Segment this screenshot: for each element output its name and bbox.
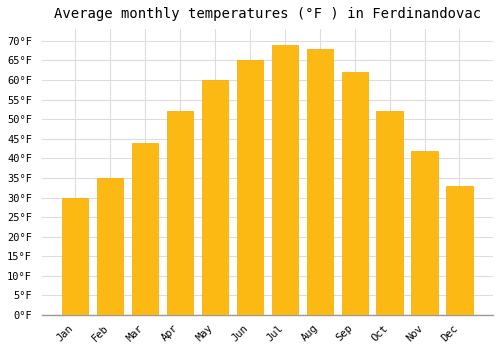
Bar [306, 49, 333, 315]
Bar [376, 111, 402, 315]
Bar [202, 80, 228, 315]
Bar [237, 61, 263, 315]
Bar [132, 143, 158, 315]
Bar [342, 72, 368, 315]
Bar [446, 186, 472, 315]
Bar [97, 178, 124, 315]
Bar [167, 111, 193, 315]
Bar [412, 150, 438, 315]
Bar [62, 197, 88, 315]
Bar [272, 45, 298, 315]
Title: Average monthly temperatures (°F ) in Ferdinandovac: Average monthly temperatures (°F ) in Fe… [54, 7, 481, 21]
